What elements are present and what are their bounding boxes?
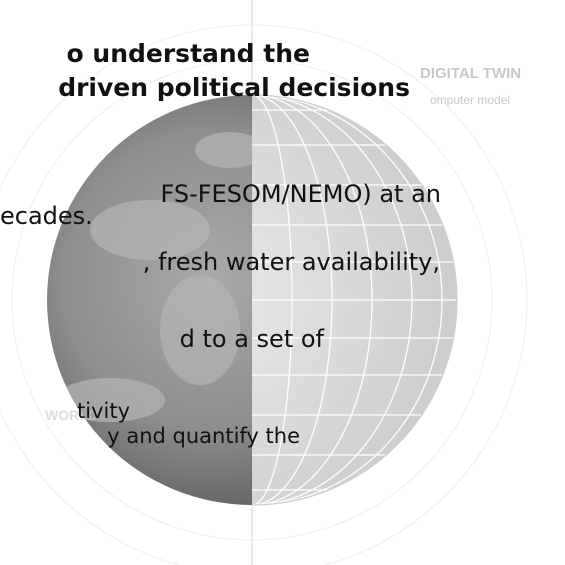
left-title: WORLD [45,407,98,423]
body-line: , fresh water availability, [143,248,440,276]
title-line: driven political decisions [58,73,410,102]
sub-line: y and quantify the [107,424,300,448]
body-line: d to a set of [180,325,325,353]
globe [47,94,458,506]
sub-line: tivity [77,399,130,423]
body-line: ecades. [0,202,93,230]
right-subtitle: omputer model [430,93,510,107]
title-line: o understand the [67,39,310,68]
right-title: DIGITAL TWIN [420,65,521,82]
body-line: FS-FESOM/NEMO) at an [160,180,441,208]
